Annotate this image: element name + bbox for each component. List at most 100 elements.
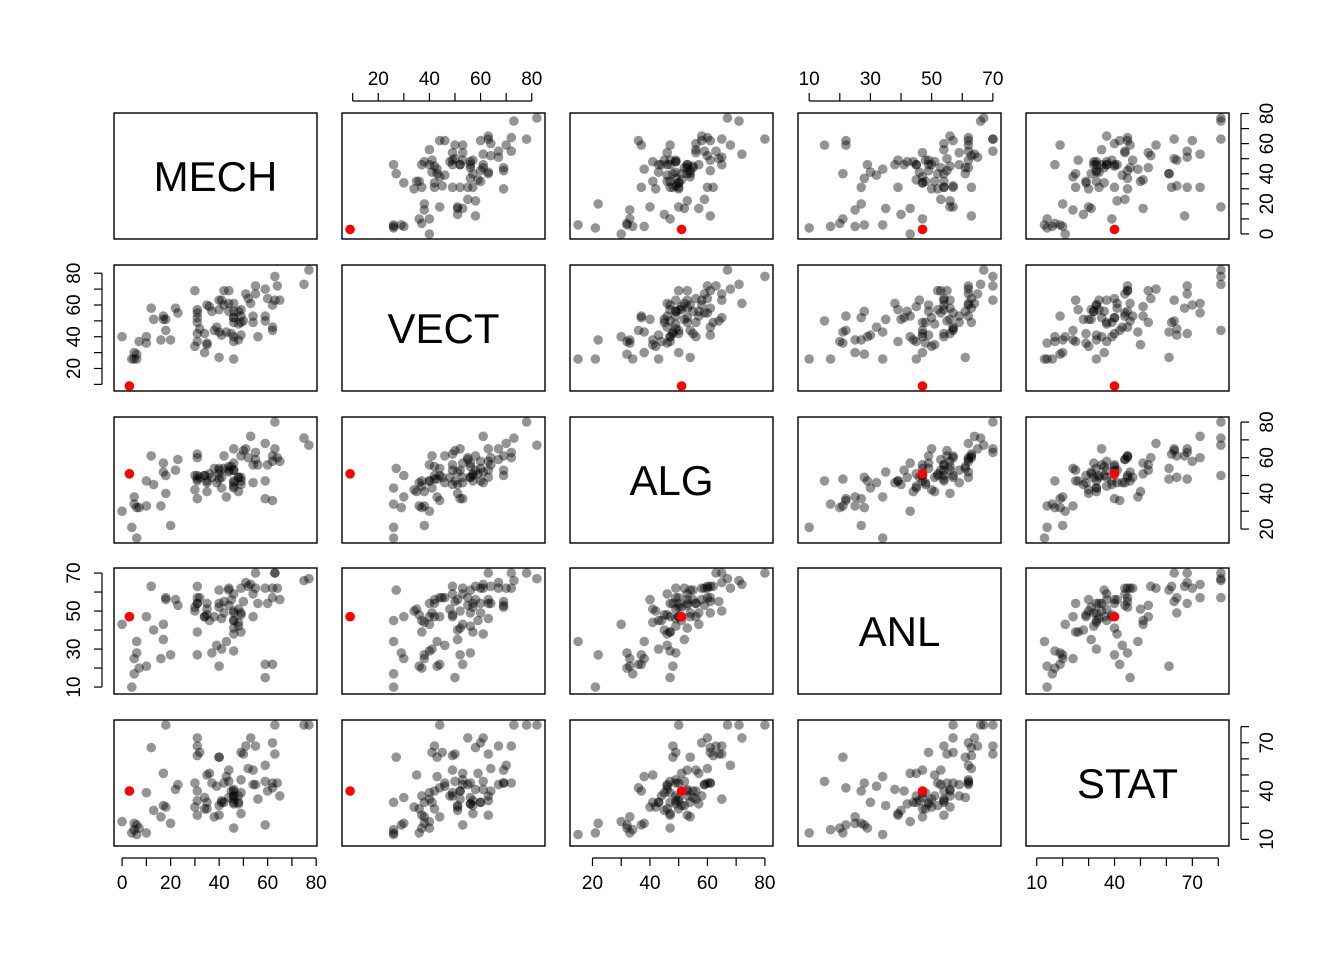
data-point — [673, 178, 684, 188]
data-point — [452, 488, 463, 499]
data-point — [478, 477, 489, 488]
data-point — [1169, 596, 1179, 607]
data-point — [432, 771, 442, 782]
data-point — [1120, 194, 1130, 205]
data-point — [671, 648, 681, 658]
data-point — [192, 317, 203, 328]
data-point — [214, 752, 224, 762]
data-point — [939, 168, 949, 179]
data-point — [417, 823, 427, 833]
data-point — [468, 469, 478, 479]
data-point — [902, 306, 912, 317]
data-point — [270, 271, 280, 282]
data-point — [948, 472, 958, 483]
data-point — [417, 182, 427, 193]
data-point — [1101, 295, 1112, 306]
data-point — [865, 483, 876, 493]
data-point — [233, 799, 244, 809]
data-point — [158, 458, 169, 468]
data-point — [470, 211, 481, 221]
data-point — [158, 634, 169, 645]
data-point — [702, 281, 713, 291]
data-point — [856, 335, 866, 345]
data-point — [939, 182, 949, 193]
data-point — [450, 140, 460, 150]
data-point — [1101, 465, 1112, 476]
data-point — [455, 623, 465, 633]
data-point — [1120, 454, 1130, 465]
data-point — [671, 604, 681, 614]
data-point — [1138, 458, 1148, 468]
data-point — [493, 583, 504, 593]
data-point — [483, 167, 494, 177]
data-point — [233, 319, 244, 329]
data-point — [219, 451, 229, 461]
data-point — [388, 669, 399, 679]
data-point — [272, 281, 283, 291]
data-point — [233, 335, 244, 345]
data-point — [1135, 486, 1146, 497]
data-point — [1146, 452, 1156, 463]
data-point — [862, 159, 873, 170]
data-point — [662, 298, 672, 309]
data-point — [1089, 306, 1099, 317]
panel-frame — [113, 264, 318, 392]
data-point — [1107, 331, 1117, 342]
data-point — [923, 165, 934, 176]
data-point — [1172, 181, 1182, 191]
data-point — [437, 181, 448, 191]
data-point — [241, 289, 251, 299]
data-point — [908, 486, 919, 497]
data-point — [1057, 653, 1068, 664]
data-point — [1047, 499, 1058, 509]
data-point — [699, 194, 710, 205]
data-point — [702, 293, 713, 304]
data-point — [214, 661, 224, 671]
data-point — [725, 583, 736, 593]
data-point — [1070, 336, 1081, 347]
data-point — [671, 795, 681, 806]
data-point — [233, 486, 244, 497]
data-point — [668, 661, 678, 671]
data-point — [856, 312, 866, 323]
data-point — [722, 573, 733, 584]
data-point — [717, 606, 727, 616]
data-point — [639, 327, 649, 337]
data-point — [636, 659, 647, 670]
data-point — [417, 481, 427, 492]
data-point — [440, 477, 450, 488]
data-point — [475, 738, 486, 748]
data-point — [1057, 335, 1068, 345]
data-point — [475, 583, 486, 593]
data-point — [622, 336, 632, 347]
data-point — [233, 472, 244, 483]
data-point — [963, 155, 974, 165]
data-point — [429, 804, 440, 814]
data-point — [939, 474, 949, 484]
data-point — [708, 750, 718, 761]
data-point — [192, 312, 203, 323]
data-point — [616, 816, 626, 827]
data-point — [190, 778, 200, 788]
data-point — [228, 477, 239, 488]
data-point — [923, 306, 934, 317]
data-point — [1094, 598, 1104, 609]
data-point — [877, 327, 888, 337]
data-point — [1135, 604, 1146, 614]
data-point — [214, 598, 224, 609]
data-point — [424, 214, 435, 224]
tick-label: 80 — [754, 873, 775, 894]
data-point — [850, 335, 860, 345]
data-point — [850, 205, 860, 215]
data-point — [509, 575, 519, 586]
data-point — [224, 461, 234, 472]
data-point — [966, 449, 977, 459]
data-point — [192, 493, 203, 504]
data-point — [653, 167, 664, 177]
data-point — [1135, 176, 1146, 187]
data-point — [679, 162, 690, 173]
data-point — [685, 812, 695, 822]
data-point — [865, 330, 876, 340]
data-point — [440, 170, 450, 180]
data-point — [1042, 354, 1052, 364]
